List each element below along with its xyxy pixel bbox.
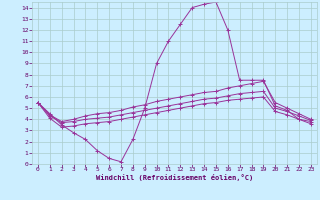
- X-axis label: Windchill (Refroidissement éolien,°C): Windchill (Refroidissement éolien,°C): [96, 174, 253, 181]
